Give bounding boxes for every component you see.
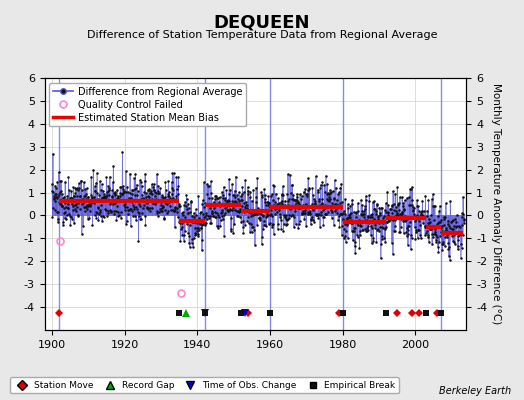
- Text: DEQUEEN: DEQUEEN: [214, 14, 310, 32]
- Legend: Difference from Regional Average, Quality Control Failed, Estimated Station Mean: Difference from Regional Average, Qualit…: [49, 83, 246, 126]
- Y-axis label: Monthly Temperature Anomaly Difference (°C): Monthly Temperature Anomaly Difference (…: [491, 83, 501, 325]
- Text: Berkeley Earth: Berkeley Earth: [439, 386, 511, 396]
- Text: Difference of Station Temperature Data from Regional Average: Difference of Station Temperature Data f…: [87, 30, 437, 40]
- Legend: Station Move, Record Gap, Time of Obs. Change, Empirical Break: Station Move, Record Gap, Time of Obs. C…: [10, 377, 399, 394]
